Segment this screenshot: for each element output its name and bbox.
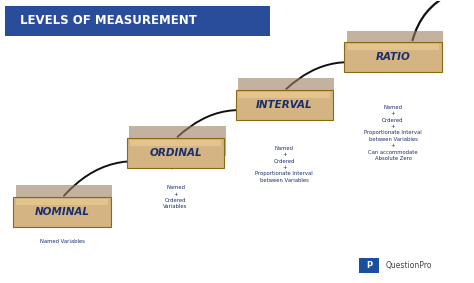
Text: Named
+
Ordered
+
Proportionate Interval
between Variables: Named + Ordered + Proportionate Interval… (255, 146, 313, 183)
FancyBboxPatch shape (16, 199, 108, 205)
FancyBboxPatch shape (127, 138, 224, 168)
FancyBboxPatch shape (130, 140, 221, 146)
Text: QuestionPro: QuestionPro (386, 261, 432, 270)
FancyArrowPatch shape (412, 0, 450, 40)
Text: ORDINAL: ORDINAL (149, 148, 202, 158)
FancyBboxPatch shape (346, 31, 443, 60)
FancyBboxPatch shape (359, 258, 379, 273)
Text: LEVELS OF MEASUREMENT: LEVELS OF MEASUREMENT (19, 14, 197, 27)
FancyBboxPatch shape (347, 44, 439, 50)
FancyBboxPatch shape (129, 126, 226, 156)
FancyBboxPatch shape (5, 6, 270, 36)
FancyBboxPatch shape (238, 78, 334, 108)
FancyBboxPatch shape (16, 185, 112, 215)
FancyBboxPatch shape (13, 197, 111, 227)
Text: NOMINAL: NOMINAL (35, 207, 90, 217)
Text: INTERVAL: INTERVAL (256, 100, 312, 110)
FancyArrowPatch shape (286, 62, 389, 89)
FancyArrowPatch shape (178, 110, 281, 137)
Text: Named Variables: Named Variables (40, 239, 85, 244)
FancyBboxPatch shape (344, 42, 442, 72)
FancyBboxPatch shape (238, 92, 330, 98)
Text: RATIO: RATIO (375, 52, 410, 62)
Text: P: P (366, 261, 372, 270)
FancyArrowPatch shape (64, 161, 172, 196)
Text: Named
+
Ordered
+
Proportionate Interval
between Variables
+
Can accommodate
Abs: Named + Ordered + Proportionate Interval… (364, 105, 422, 161)
Text: Named
+
Ordered
Variables: Named + Ordered Variables (164, 185, 188, 209)
FancyBboxPatch shape (236, 90, 333, 120)
